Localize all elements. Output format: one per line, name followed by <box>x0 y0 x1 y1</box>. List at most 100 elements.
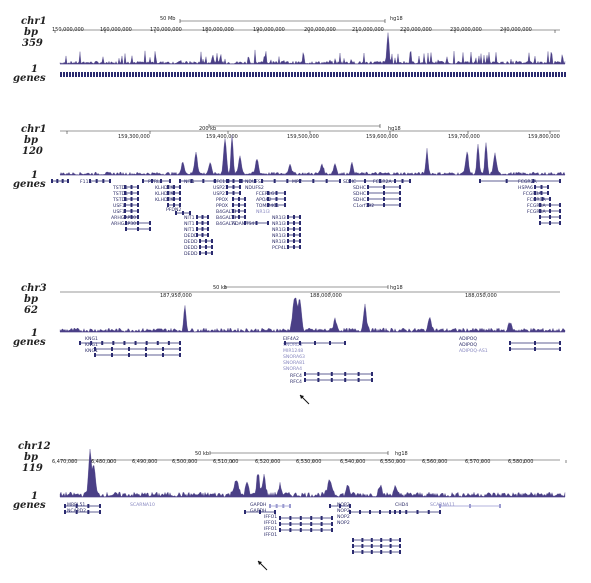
gene-block <box>297 72 299 77</box>
tick-label: 6,500,000 <box>172 459 198 465</box>
gene-exon <box>299 528 302 532</box>
gene-exon <box>130 197 133 201</box>
gene-exon <box>175 211 177 215</box>
gene-exon <box>367 191 369 195</box>
gene-block <box>87 72 89 77</box>
gene-label: EIF4A2 <box>283 337 299 342</box>
gene-exon <box>232 191 235 195</box>
gene-exon <box>289 528 292 532</box>
gene-exon <box>244 510 246 514</box>
gene-block <box>420 72 422 77</box>
gene-label: IFFO1 <box>264 521 278 526</box>
gene-exon <box>275 191 278 195</box>
gene-exon <box>389 544 392 548</box>
gene-exon <box>330 372 333 376</box>
gene-block <box>261 72 263 77</box>
gene-block <box>174 72 176 77</box>
gene-exon <box>279 528 281 532</box>
gene-label: SDHC <box>353 186 367 191</box>
gene-exon <box>137 227 139 231</box>
gene-block <box>441 72 443 77</box>
gene-exon <box>130 191 133 195</box>
gene-exon <box>344 372 347 376</box>
tick-label: 159,500,000 <box>287 134 319 140</box>
gene-exon <box>173 191 175 195</box>
gene-label: NR1I3 <box>272 234 286 239</box>
gene-block <box>147 72 149 77</box>
gene-exon <box>549 221 551 225</box>
gene-label: SCARNA10 <box>130 503 155 508</box>
gene-label: F11R <box>80 180 92 185</box>
scale-label: 200 kb <box>199 126 217 132</box>
gene-exon <box>275 203 278 207</box>
gene-block <box>192 72 194 77</box>
gene-exon <box>267 203 269 207</box>
gene-exon <box>196 227 198 231</box>
gene-exon <box>167 203 169 207</box>
signal-track <box>59 297 566 333</box>
gene-label: IFFO1 <box>264 527 278 532</box>
gene-label: SNORD2 <box>283 343 303 348</box>
tick-label: 159,400,000 <box>206 134 238 140</box>
gene-label: SNORA4 <box>283 367 303 372</box>
gene-exon <box>539 221 541 225</box>
gene-exon <box>95 179 98 183</box>
gene-block <box>564 72 566 77</box>
gene-exon <box>559 221 561 225</box>
gene-exon <box>293 227 295 231</box>
gene-exon <box>201 215 204 219</box>
gene-block <box>321 72 323 77</box>
gene-exon <box>56 179 59 183</box>
gene-block <box>327 72 329 77</box>
gene-exon <box>125 221 127 225</box>
gene-block <box>285 72 287 77</box>
tick-label: 6,530,000 <box>296 459 322 465</box>
gene-exon <box>287 233 289 237</box>
gene-exon <box>89 179 91 183</box>
gene-block <box>219 72 221 77</box>
gene-exon <box>401 179 404 183</box>
gene-block <box>351 72 353 77</box>
gene-exon <box>330 378 333 382</box>
gene-exon <box>130 209 133 213</box>
gene-exon <box>299 239 301 243</box>
gene-block <box>141 72 143 77</box>
assembly-label: hg18 <box>390 285 403 291</box>
gene-block <box>342 72 344 77</box>
gene-block <box>270 72 272 77</box>
gene-exon <box>287 227 289 231</box>
tick-label: 6,570,000 <box>465 459 491 465</box>
gene-exon <box>534 191 536 195</box>
assembly-label: hg18 <box>395 451 408 457</box>
gene-exon <box>130 185 133 189</box>
gene-block <box>507 72 509 77</box>
gene-block <box>483 72 485 77</box>
gene-block <box>513 72 515 77</box>
gene-exon <box>380 544 383 548</box>
gene-exon <box>232 197 234 201</box>
gene-label: B4GALT3 <box>216 216 237 221</box>
gene-label: ADAMTS4 <box>232 222 255 227</box>
gene-exon <box>409 179 411 183</box>
gene-block <box>348 72 350 77</box>
gene-block <box>186 72 188 77</box>
assembly-label: hg18 <box>390 16 403 22</box>
gene-label: PPOX <box>216 198 229 203</box>
gene-exon <box>399 544 401 548</box>
gene-label: SNORA81 <box>283 361 305 366</box>
gene-exon <box>232 215 234 219</box>
gene-block <box>243 72 245 77</box>
gene-label: B4GALT3 <box>216 210 237 215</box>
gene-label: DEDD <box>184 240 198 245</box>
signal-track <box>59 448 566 498</box>
gene-exon <box>349 510 351 514</box>
gene-block <box>156 72 158 77</box>
gene-exon <box>244 215 246 219</box>
gene-exon <box>75 504 78 508</box>
gene-label: PCP4L1 <box>272 246 290 251</box>
chrom-label: chr1 <box>21 124 47 135</box>
track-panel-4: chr12 bp 119 1 genes 50 kb hg18 6,470,00… <box>0 420 591 583</box>
gene-exon <box>427 510 430 514</box>
gene-block <box>522 72 524 77</box>
